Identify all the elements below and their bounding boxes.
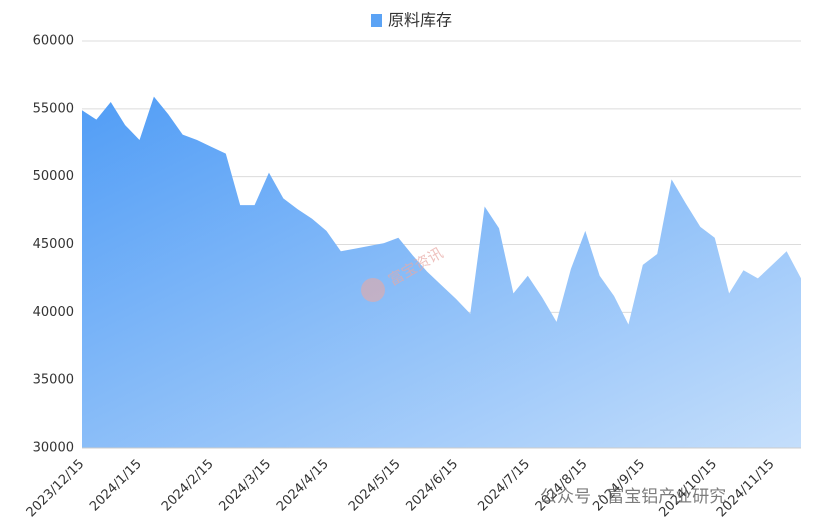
x-tick-label: 2024/5/15 bbox=[346, 457, 404, 515]
y-tick-label: 55000 bbox=[33, 101, 74, 116]
x-tick-label: 2023/12/15 bbox=[24, 457, 88, 521]
area bbox=[82, 96, 801, 448]
y-tick-label: 60000 bbox=[33, 34, 74, 49]
x-tick-label: 2024/6/15 bbox=[403, 457, 461, 515]
x-tick-label: 2024/3/15 bbox=[216, 457, 274, 515]
y-tick-label: 40000 bbox=[33, 305, 74, 320]
x-tick-label: 2024/7/15 bbox=[475, 457, 533, 515]
legend-swatch bbox=[371, 14, 382, 27]
y-tick-label: 45000 bbox=[33, 237, 74, 252]
x-tick-label: 2024/2/15 bbox=[159, 457, 217, 515]
y-tick-label: 50000 bbox=[33, 169, 74, 184]
watermark: 公众号 · 富宝铝产业研究 bbox=[540, 487, 726, 507]
x-tick-label: 2024/4/15 bbox=[274, 457, 332, 515]
watermark-logo bbox=[361, 278, 385, 302]
legend-label: 原料库存 bbox=[388, 11, 452, 30]
y-tick-label: 30000 bbox=[33, 441, 74, 456]
x-tick-label: 2024/1/15 bbox=[87, 457, 145, 515]
y-tick-label: 35000 bbox=[33, 373, 74, 388]
